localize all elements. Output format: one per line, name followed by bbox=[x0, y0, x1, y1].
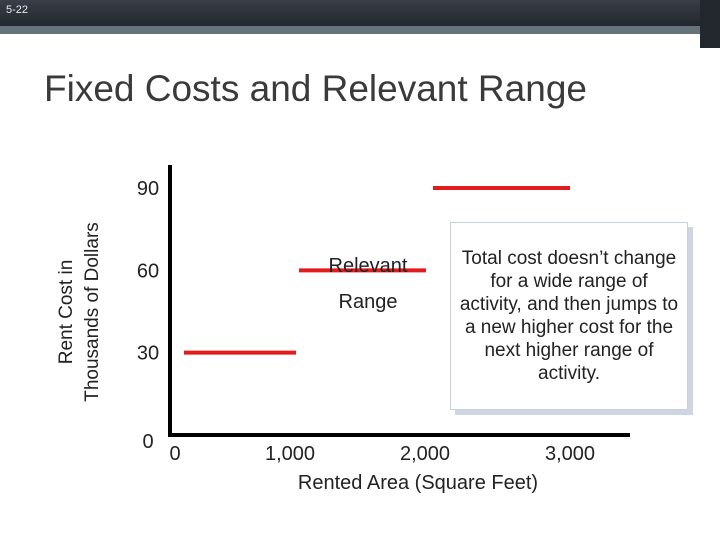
slide-title: Fixed Costs and Relevant Range bbox=[44, 68, 587, 109]
y-axis-label-line: Thousands of Dollars bbox=[82, 222, 103, 402]
y-axis-label: Rent Cost in Thousands of Dollars bbox=[56, 222, 103, 402]
x-tick-label: 0 bbox=[169, 443, 180, 465]
y-tick-label: 60 bbox=[137, 260, 159, 282]
header-divider bbox=[0, 26, 700, 34]
slide-number: 5-22 bbox=[6, 4, 29, 16]
x-axis-label: Rented Area (Square Feet) bbox=[298, 472, 538, 494]
y-tick-label: 0 bbox=[142, 431, 153, 453]
y-tick-label: 90 bbox=[137, 178, 159, 200]
x-tick-label: 1,000 bbox=[265, 443, 315, 465]
y-axis-label-line: Rent Cost in bbox=[56, 260, 77, 365]
y-tick-label: 30 bbox=[137, 343, 159, 365]
header-corner-block bbox=[700, 0, 720, 48]
x-tick-label: 3,000 bbox=[545, 443, 595, 465]
range-label: Range bbox=[339, 291, 398, 313]
x-tick-label: 2,000 bbox=[400, 443, 450, 465]
relevant-label: Relevant bbox=[329, 255, 408, 277]
callout-box: Total cost doesn’t change for a wide ran… bbox=[450, 222, 688, 410]
slide-header-bar: 5-22 bbox=[0, 0, 720, 26]
callout-text: Total cost doesn’t change for a wide ran… bbox=[459, 248, 679, 384]
